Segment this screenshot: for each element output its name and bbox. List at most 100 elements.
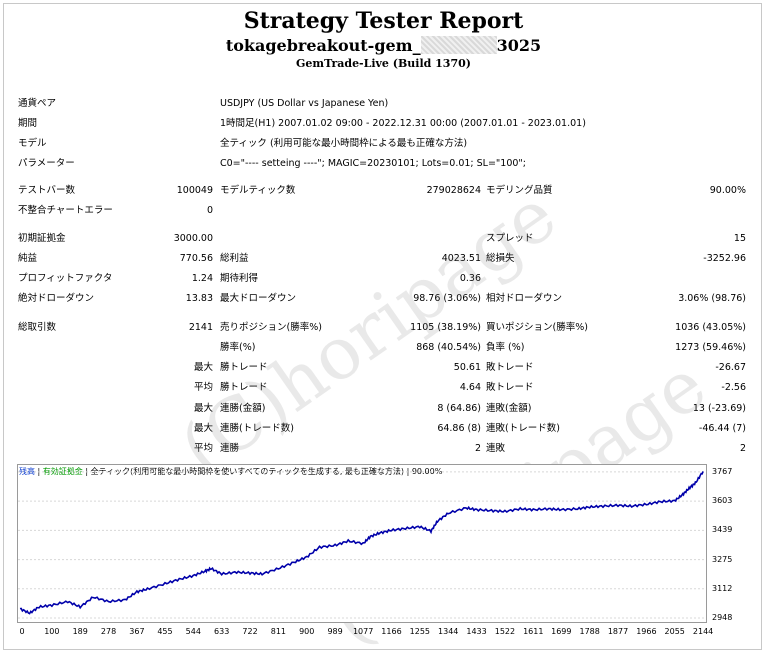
- x-tick-label: 2055: [664, 627, 685, 636]
- stat-prefix: 最大: [193, 403, 213, 414]
- stat-value: -3252.96: [703, 253, 746, 264]
- stat-value: 1273 (59.46%): [675, 342, 746, 353]
- stat-label: 敗トレード: [486, 362, 534, 373]
- stat-value: 279028624: [426, 185, 481, 196]
- stat-label: 連敗: [486, 443, 506, 454]
- x-tick-label: 1433: [466, 627, 487, 636]
- info-value: 全ティック (利用可能な最小時間枠による最も正確な方法): [220, 138, 468, 149]
- stat-label: 連敗(トレード数): [486, 423, 560, 434]
- balance-line: [19, 471, 704, 615]
- stat-value: 13.83: [185, 293, 213, 304]
- stat-label: スプレッド: [486, 233, 534, 244]
- stat-value: 8 (64.86): [437, 403, 481, 414]
- stat-value: -2.56: [721, 382, 746, 393]
- info-label: 通貨ペア: [18, 98, 57, 109]
- x-tick-label: 455: [157, 627, 173, 636]
- info-value: 1時間足(H1) 2007.01.02 09:00 - 2022.12.31 0…: [220, 118, 586, 129]
- stat-value: 0: [206, 205, 213, 216]
- stat-value: 2: [739, 443, 746, 454]
- stat-label: 相対ドローダウン: [486, 293, 563, 304]
- stat-label: テストバー数: [18, 185, 76, 196]
- x-tick-label: 100: [44, 627, 60, 636]
- info-label: パラメーター: [18, 158, 75, 169]
- stat-label: 不整合チャートエラー: [18, 205, 113, 216]
- stat-value: 13 (-23.69): [692, 403, 746, 414]
- y-tick-label: 3275: [712, 554, 733, 564]
- stat-prefix: 平均: [193, 382, 213, 393]
- x-tick-label: 0: [19, 627, 25, 636]
- x-tick-label: 811: [270, 627, 287, 636]
- stat-value: 4023.51: [441, 253, 481, 264]
- y-tick-label: 2948: [712, 613, 733, 622]
- stat-value: 1036 (43.05%): [675, 322, 746, 333]
- stat-value: 50.61: [453, 362, 481, 373]
- stat-label: 最大ドローダウン: [220, 293, 297, 304]
- stat-label: モデルティック数: [220, 185, 296, 196]
- stat-value: 1.24: [191, 273, 213, 284]
- x-tick-label: 544: [185, 627, 201, 636]
- x-tick-label: 900: [299, 627, 315, 636]
- server-build: GemTrade-Live (Build 1370): [296, 57, 471, 70]
- stat-label: 負率 (%): [486, 342, 525, 353]
- y-tick-label: 3603: [712, 496, 733, 506]
- x-tick-label: 367: [129, 627, 145, 636]
- x-tick-label: 1611: [523, 627, 544, 636]
- stat-value: 4.64: [459, 382, 481, 393]
- x-tick-label: 278: [100, 627, 117, 636]
- stat-label: 総損失: [486, 253, 515, 264]
- y-tick-label: 3767: [712, 466, 733, 476]
- stat-label: 連勝(トレード数): [220, 423, 294, 434]
- y-tick-label: 3112: [712, 583, 733, 593]
- stat-label: 総取引数: [18, 322, 57, 333]
- ea-name: tokagebreakout-gem_ 3025: [0, 36, 767, 55]
- stat-value: 3000.00: [173, 233, 213, 244]
- stat-value: 100049: [176, 185, 213, 196]
- info-value: C0="---- setteing ----"; MAGIC=20230101;…: [220, 158, 526, 169]
- stat-prefix: 最大: [193, 423, 213, 434]
- stat-label: 連勝: [220, 443, 240, 454]
- x-tick-label: 1344: [438, 627, 459, 636]
- stat-value: 770.56: [179, 253, 213, 264]
- x-tick-label: 1166: [381, 627, 402, 636]
- x-tick-label: 1255: [409, 627, 431, 636]
- info-value: USDJPY (US Dollar vs Japanese Yen): [220, 98, 389, 109]
- stat-label: 連勝(金額): [220, 403, 266, 414]
- stat-value: 2: [474, 443, 481, 454]
- report-title: Strategy Tester Report: [243, 8, 524, 34]
- stat-label: 勝率(%): [220, 342, 256, 353]
- ea-name-suffix: 3025: [496, 36, 542, 55]
- x-tick-label: 1788: [579, 627, 600, 636]
- y-tick-label: 3439: [712, 525, 733, 535]
- stat-label: 売りポジション(勝率%): [220, 322, 322, 333]
- x-tick-label: 633: [214, 627, 230, 636]
- stat-value: 868 (40.54%): [416, 342, 481, 353]
- x-tick-label: 1966: [636, 627, 657, 636]
- stat-prefix: 最大: [193, 362, 213, 373]
- stat-value: 2141: [188, 322, 213, 333]
- stat-label: 敗トレード: [486, 382, 534, 393]
- x-tick-label: 722: [242, 627, 258, 636]
- x-tick-label: 1077: [352, 627, 374, 636]
- stat-value: 1105 (38.19%): [410, 322, 481, 333]
- info-label: モデル: [18, 138, 47, 149]
- stat-value: 15: [733, 233, 746, 244]
- stat-label: 買いポジション(勝率%): [486, 322, 588, 333]
- x-tick-label: 1699: [551, 627, 572, 636]
- x-tick-label: 2144: [692, 627, 714, 636]
- info-label: 期間: [18, 118, 38, 129]
- ea-name-prefix: tokagebreakout-gem_: [225, 36, 421, 55]
- stat-label: 純益: [18, 253, 38, 264]
- stat-value: -26.67: [715, 362, 746, 373]
- stat-value: 3.06% (98.76): [678, 293, 746, 304]
- stat-prefix: 平均: [193, 443, 213, 454]
- stat-value: 0.36: [459, 273, 481, 284]
- stat-value: 98.76 (3.06%): [413, 293, 481, 304]
- stat-value: 90.00%: [709, 185, 746, 196]
- x-tick-label: 1522: [494, 627, 516, 636]
- stat-label: 絶対ドローダウン: [18, 293, 95, 304]
- stat-value: -46.44 (7): [698, 423, 746, 434]
- x-tick-label: 189: [72, 627, 88, 636]
- stat-label: 総利益: [220, 253, 249, 264]
- stat-label: 初期証拠金: [18, 233, 66, 244]
